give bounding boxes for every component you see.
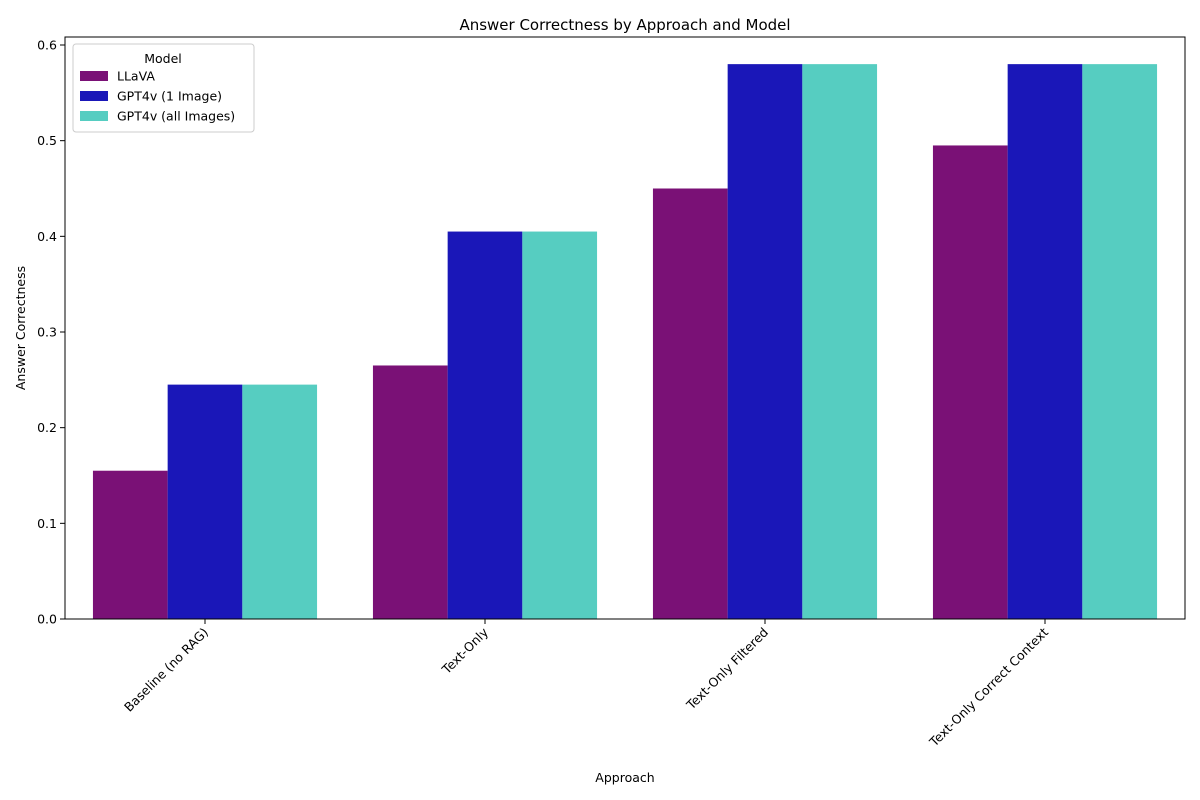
x-tick-label: Baseline (no RAG) xyxy=(121,625,211,715)
y-tick-label: 0.1 xyxy=(37,516,57,531)
legend-label: GPT4v (all Images) xyxy=(117,109,235,124)
y-tick-label: 0.5 xyxy=(37,133,57,148)
x-tick-label: Text-Only Filtered xyxy=(683,625,771,713)
bar xyxy=(932,145,1008,619)
bar xyxy=(92,470,168,619)
y-axis-label: Answer Correctness xyxy=(13,266,28,390)
legend-items: LLaVA GPT4v (1 Image) GPT4v (all Images) xyxy=(80,69,235,124)
legend-title: Model xyxy=(144,51,182,66)
x-axis-label: Approach xyxy=(595,770,654,785)
bar xyxy=(727,64,803,619)
legend-label: LLaVA xyxy=(117,69,155,84)
bar xyxy=(802,64,878,619)
x-tick-label: Text-Only Correct Context xyxy=(926,624,1051,749)
bar xyxy=(372,365,448,619)
y-tick-label: 0.6 xyxy=(37,38,57,53)
y-tick-label: 0.0 xyxy=(37,612,57,627)
bar xyxy=(652,188,728,619)
bar xyxy=(167,384,243,619)
legend-label: GPT4v (1 Image) xyxy=(117,89,222,104)
bar xyxy=(242,384,318,619)
y-tick-label: 0.2 xyxy=(37,420,57,435)
chart-title: Answer Correctness by Approach and Model xyxy=(459,16,790,34)
bar xyxy=(522,231,598,620)
bar xyxy=(447,231,523,620)
bar xyxy=(1082,64,1158,619)
y-axis: 0.0 0.1 0.2 0.3 0.4 0.5 0.6 xyxy=(37,38,65,627)
bars-group xyxy=(92,64,1158,620)
legend-swatch xyxy=(80,91,108,101)
y-tick-label: 0.4 xyxy=(37,229,57,244)
plot-frame xyxy=(64,36,1186,620)
x-tick-label: Text-Only xyxy=(438,624,491,677)
legend: Model LLaVA GPT4v (1 Image) GPT4v (all Ima… xyxy=(72,43,255,133)
legend-swatch xyxy=(80,71,108,81)
x-axis: Baseline (no RAG) Text-Only Text-Only Filt… xyxy=(121,619,1051,750)
legend-swatch xyxy=(80,111,108,121)
bar xyxy=(1007,64,1083,619)
legend-box xyxy=(72,43,255,133)
y-tick-label: 0.3 xyxy=(37,325,57,340)
